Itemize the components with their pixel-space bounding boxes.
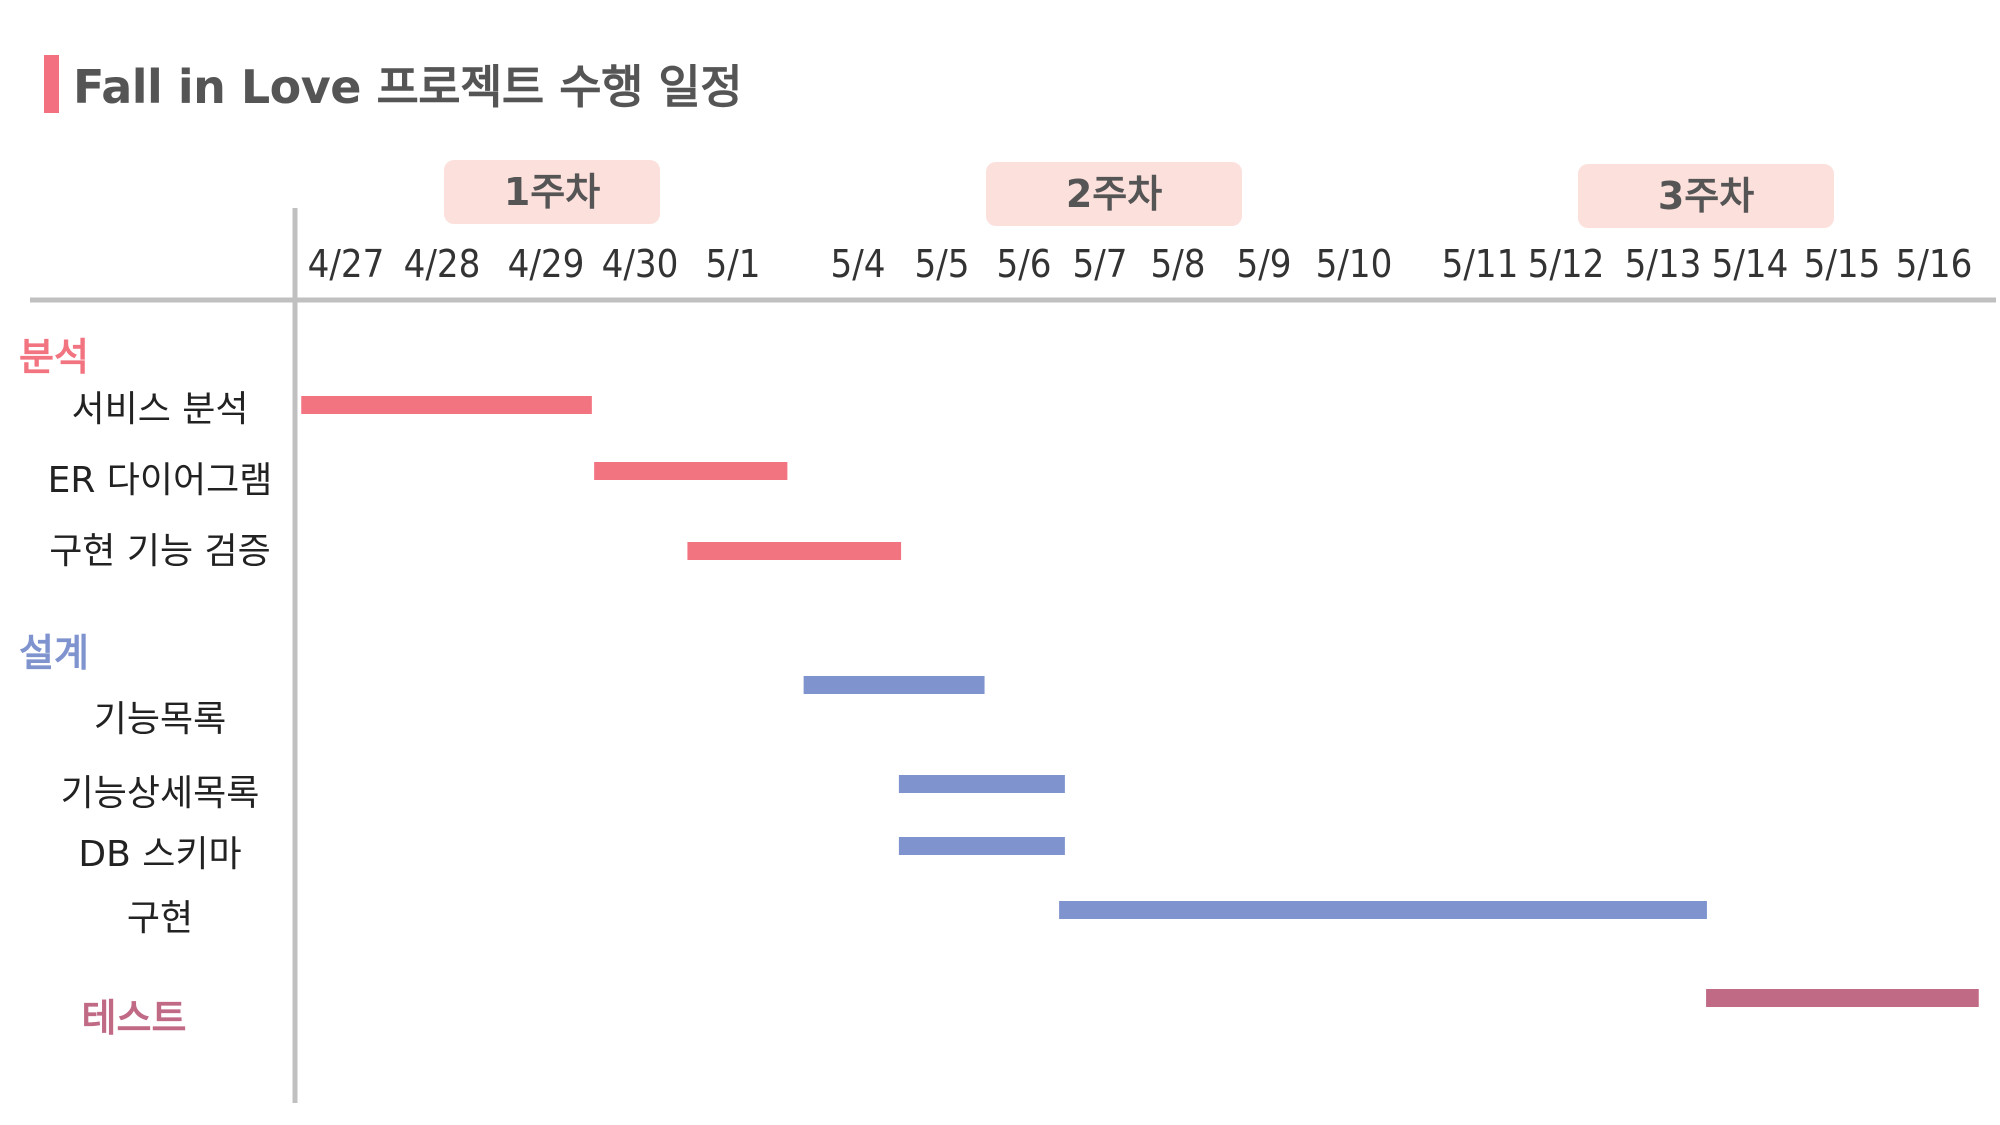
date-tick-label: 5/10 [1316, 242, 1393, 286]
task-bar [803, 676, 985, 694]
task-label: 구현 [127, 898, 193, 939]
date-tick-label: 5/16 [1896, 242, 1973, 286]
task-bar [898, 837, 1065, 855]
task-bar [687, 542, 902, 560]
date-tick-label: 4/30 [602, 242, 679, 286]
category-label: 분석 [19, 335, 89, 379]
task-label: 구현 기능 검증 [49, 531, 271, 572]
title-accent-bar [44, 55, 59, 113]
date-tick-label: 5/13 [1625, 242, 1702, 286]
task-bar [1706, 989, 1979, 1007]
week-badge [986, 162, 1242, 226]
task-label: 기능목록 [94, 699, 226, 740]
task-label: 서비스 분석 [71, 389, 248, 430]
date-tick-label: 4/28 [404, 242, 481, 286]
date-tick-label: 5/15 [1804, 242, 1881, 286]
task-label: DB 스키마 [78, 834, 241, 875]
title-text: Fall in Love 프로젝트 수행 일정 [73, 60, 743, 114]
task-bar [1059, 901, 1707, 919]
task-label: ER 다이어그램 [48, 460, 273, 501]
date-tick-label: 5/8 [1150, 242, 1205, 286]
week-badge [444, 160, 660, 224]
date-tick-label: 5/7 [1072, 242, 1127, 286]
date-tick-label: 5/5 [914, 242, 969, 286]
week-badge [1578, 164, 1834, 228]
task-label: 기능상세목록 [61, 773, 260, 814]
date-tick-label: 5/14 [1712, 242, 1789, 286]
task-bar [594, 462, 788, 480]
week-label: 2주차 [1066, 172, 1162, 216]
date-tick-label: 5/11 [1442, 242, 1519, 286]
date-tick-label: 4/27 [308, 242, 385, 286]
date-tick-label: 5/6 [996, 242, 1051, 286]
date-tick-label: 5/9 [1236, 242, 1291, 286]
task-bar [898, 775, 1065, 793]
category-label: 설계 [19, 631, 89, 675]
page-title: Fall in Love 프로젝트 수행 일정 [44, 54, 743, 114]
task-bar [301, 396, 592, 414]
date-tick-label: 5/12 [1528, 242, 1605, 286]
category-label: 테스트 [82, 996, 187, 1040]
date-tick-label: 5/4 [830, 242, 885, 286]
week-label: 1주차 [504, 170, 600, 214]
week-label: 3주차 [1658, 174, 1754, 218]
date-tick-label: 4/29 [508, 242, 585, 286]
date-tick-label: 5/1 [705, 242, 760, 286]
